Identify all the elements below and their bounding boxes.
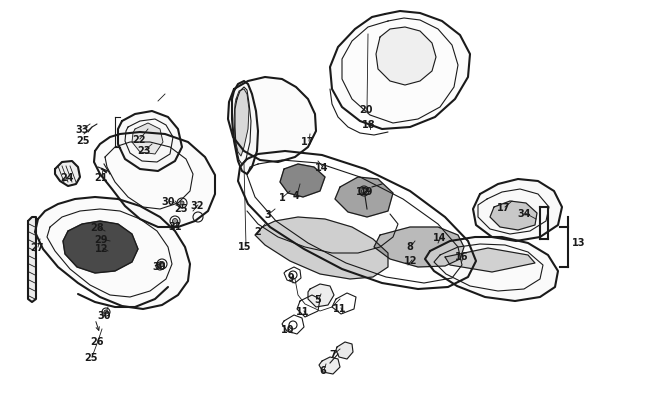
Circle shape xyxy=(104,310,108,314)
Polygon shape xyxy=(335,177,393,217)
Polygon shape xyxy=(473,179,562,241)
Circle shape xyxy=(180,202,184,205)
Text: 24: 24 xyxy=(60,173,73,183)
Text: 25: 25 xyxy=(84,352,98,362)
Polygon shape xyxy=(94,133,215,228)
Text: 26: 26 xyxy=(90,336,104,346)
Polygon shape xyxy=(234,90,249,157)
Polygon shape xyxy=(376,28,436,86)
Text: 18: 18 xyxy=(362,120,376,130)
Text: 25: 25 xyxy=(174,203,188,213)
Polygon shape xyxy=(55,162,80,187)
Circle shape xyxy=(159,262,164,267)
Polygon shape xyxy=(255,217,388,279)
Text: 34: 34 xyxy=(517,209,531,218)
Text: 25: 25 xyxy=(76,136,90,146)
Text: 20: 20 xyxy=(359,105,372,115)
Text: 30: 30 xyxy=(152,261,166,271)
Text: 8: 8 xyxy=(406,241,413,252)
Text: 16: 16 xyxy=(455,252,469,261)
Text: 15: 15 xyxy=(239,241,252,252)
Text: 1: 1 xyxy=(279,192,285,202)
Polygon shape xyxy=(63,222,138,273)
Text: 22: 22 xyxy=(132,135,146,145)
Text: 28: 28 xyxy=(90,222,104,232)
Polygon shape xyxy=(35,198,190,309)
Text: 33: 33 xyxy=(75,125,89,135)
Circle shape xyxy=(361,189,367,194)
Text: 30: 30 xyxy=(98,310,111,320)
Text: 3: 3 xyxy=(265,209,272,220)
Text: 11: 11 xyxy=(333,303,346,313)
Polygon shape xyxy=(330,12,470,130)
Polygon shape xyxy=(425,237,558,301)
Text: 14: 14 xyxy=(315,162,329,173)
Text: 32: 32 xyxy=(190,200,203,211)
Text: 27: 27 xyxy=(31,243,44,252)
Polygon shape xyxy=(490,202,537,230)
Text: 12: 12 xyxy=(404,256,418,265)
Polygon shape xyxy=(28,217,36,302)
Text: 12: 12 xyxy=(356,187,370,196)
Polygon shape xyxy=(280,164,325,198)
Text: 10: 10 xyxy=(281,324,294,334)
Text: 4: 4 xyxy=(292,190,300,200)
Polygon shape xyxy=(336,342,353,359)
Text: 7: 7 xyxy=(330,349,337,359)
Text: 6: 6 xyxy=(320,365,326,375)
Polygon shape xyxy=(445,248,535,272)
Text: 19: 19 xyxy=(360,187,374,196)
Circle shape xyxy=(172,219,177,224)
Polygon shape xyxy=(319,357,340,374)
Text: 17: 17 xyxy=(301,136,315,147)
Text: 5: 5 xyxy=(315,294,321,304)
Text: 12: 12 xyxy=(96,243,109,254)
Text: 30: 30 xyxy=(161,196,175,207)
Polygon shape xyxy=(232,82,258,175)
Text: 14: 14 xyxy=(434,232,447,243)
Polygon shape xyxy=(228,78,316,162)
Polygon shape xyxy=(132,124,163,155)
Text: 23: 23 xyxy=(137,146,151,156)
Polygon shape xyxy=(374,228,464,267)
Text: 2: 2 xyxy=(255,226,261,237)
Text: 21: 21 xyxy=(94,173,108,183)
Text: 11: 11 xyxy=(296,306,310,316)
Text: 13: 13 xyxy=(572,237,586,247)
Polygon shape xyxy=(308,284,334,307)
Text: 31: 31 xyxy=(168,222,182,231)
Polygon shape xyxy=(118,112,182,172)
Text: 17: 17 xyxy=(497,202,511,213)
Text: 9: 9 xyxy=(287,272,294,282)
Text: 29: 29 xyxy=(94,234,108,244)
Circle shape xyxy=(158,264,162,269)
